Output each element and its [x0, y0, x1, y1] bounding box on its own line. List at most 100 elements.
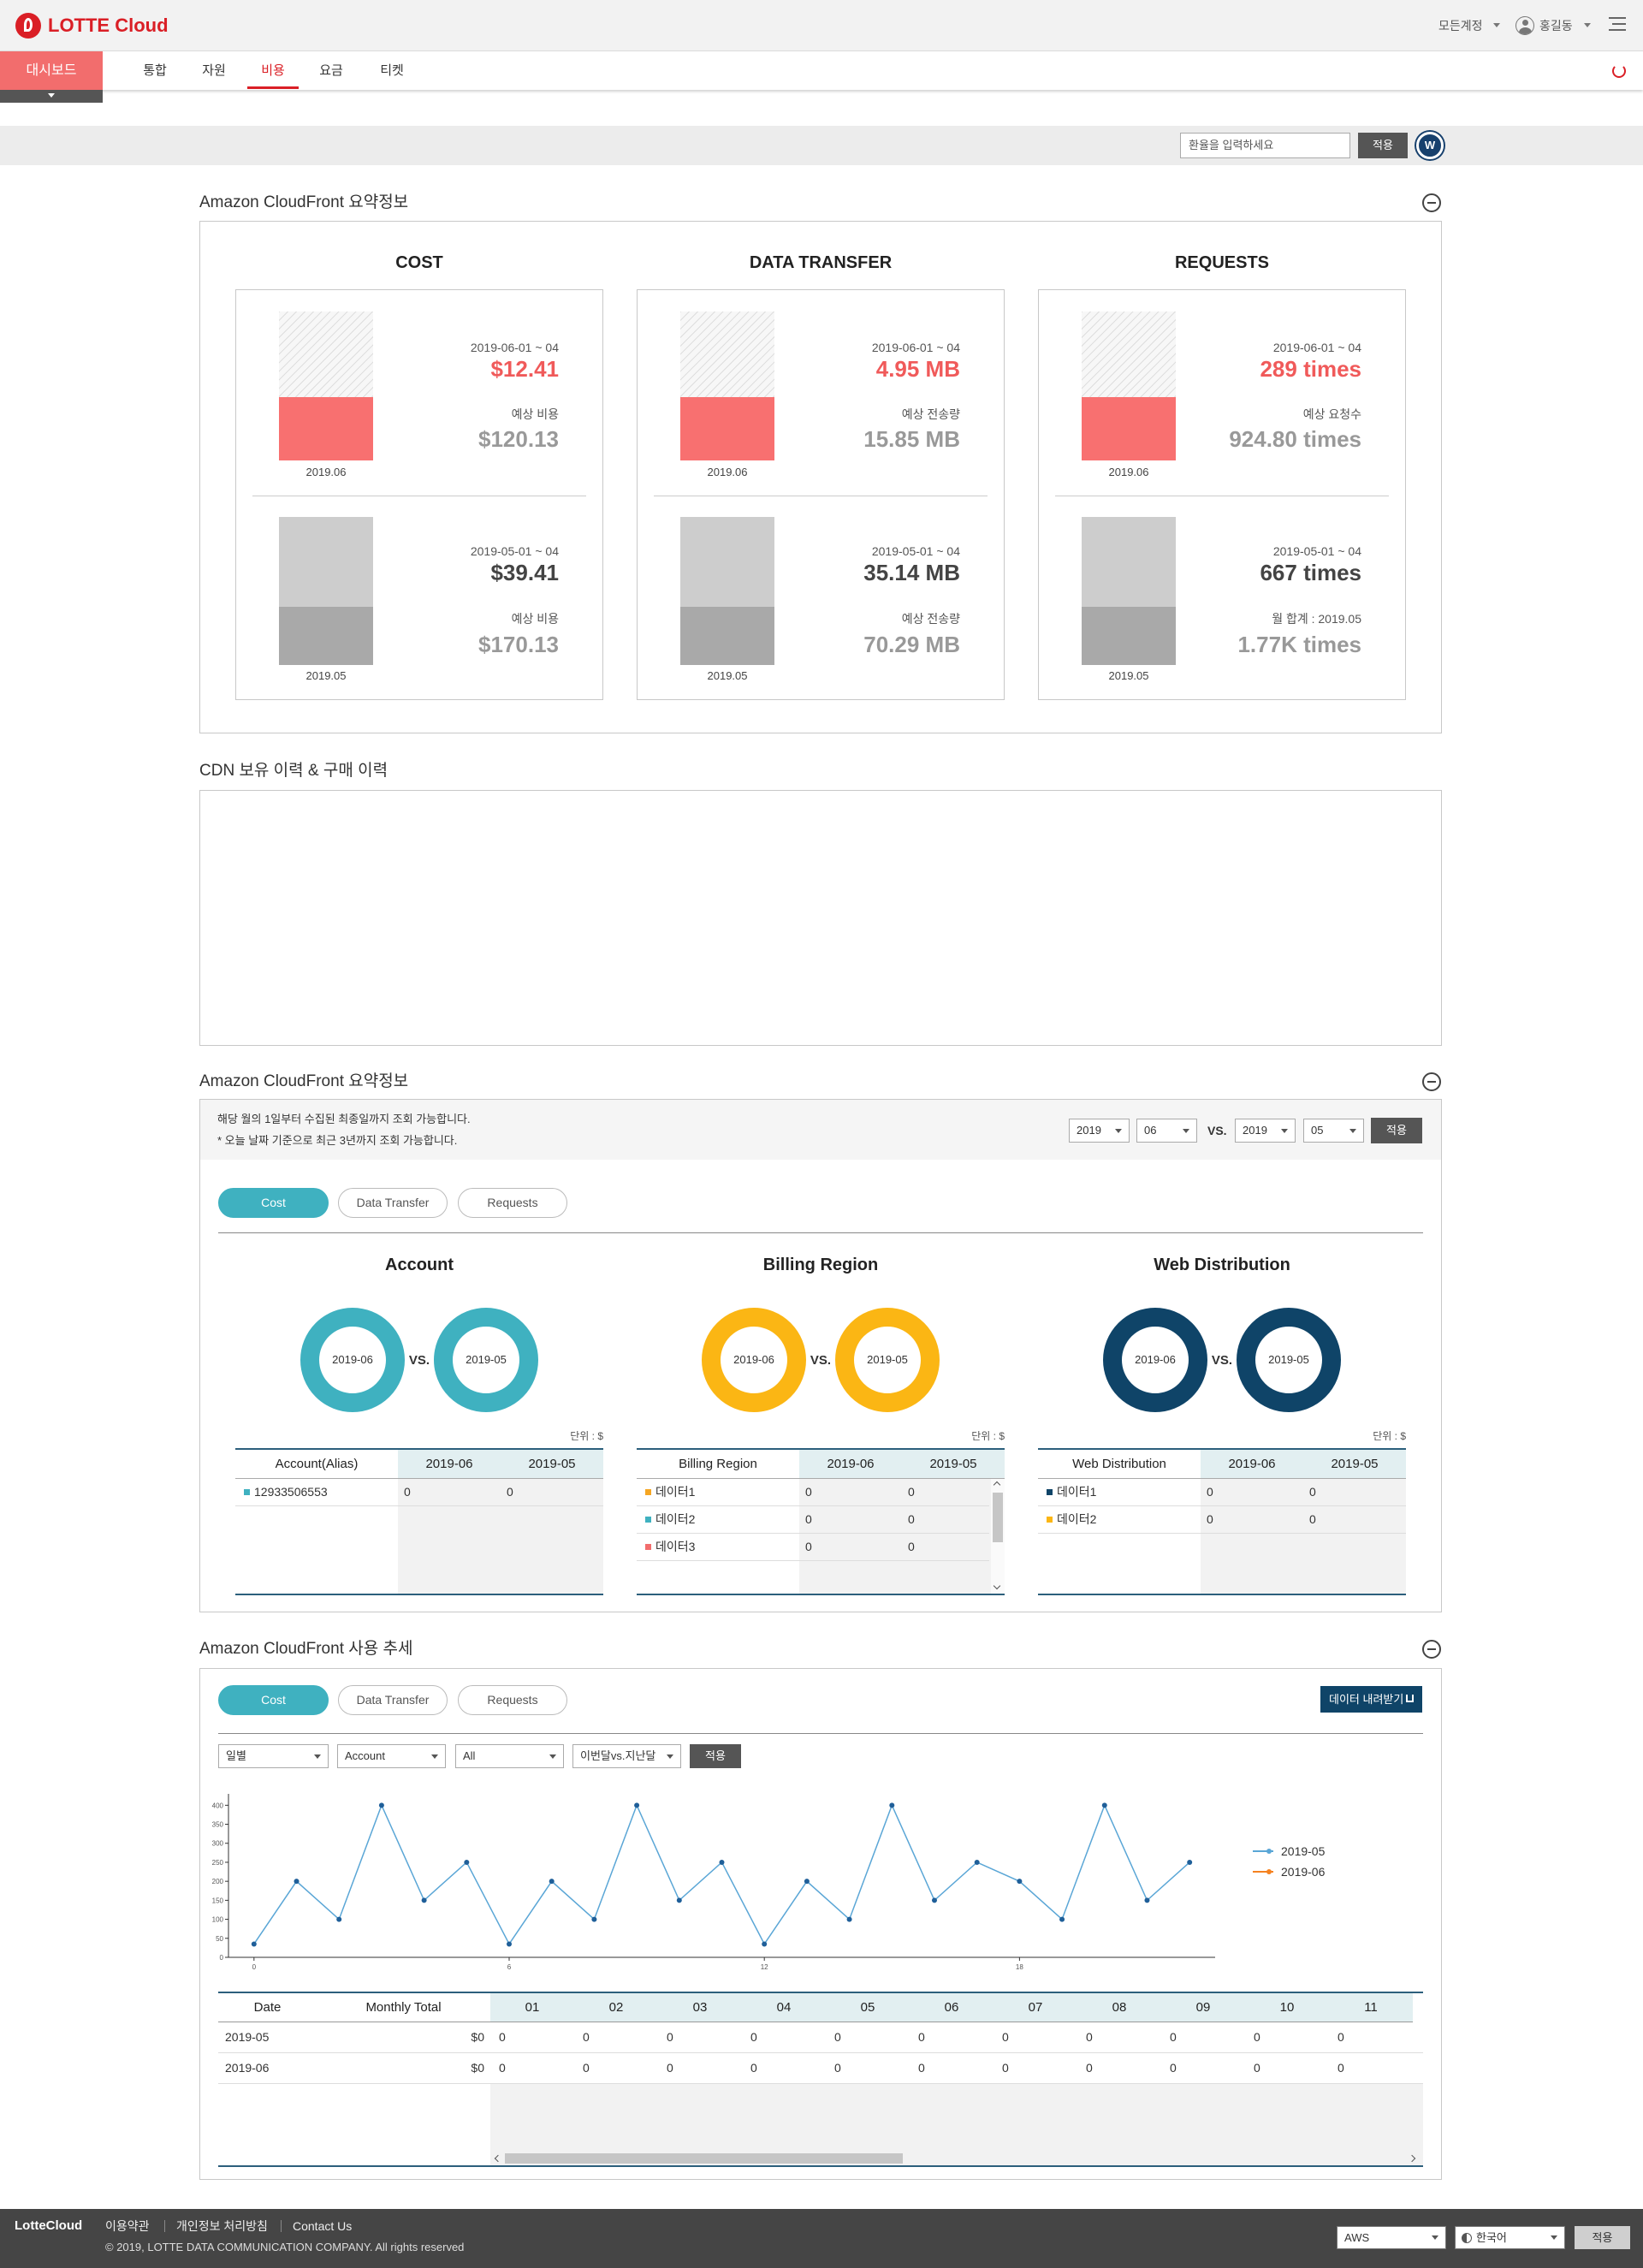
select-box[interactable]: 05 — [1303, 1119, 1364, 1143]
apply-button[interactable]: 적용 — [690, 1744, 741, 1768]
exchange-rate-input[interactable]: 환율을 입력하세요 — [1180, 133, 1350, 158]
tab-label: Requests — [487, 1693, 538, 1707]
bar-total — [1082, 517, 1176, 607]
nav-tab[interactable]: 티켓 — [380, 63, 404, 78]
column-header: Web Distribution — [1038, 1450, 1201, 1479]
select-box[interactable]: Account — [337, 1744, 446, 1768]
summary-card: 2019.06 2019.05 2019-06-01 ~ 04 $12.41 예상 비용… — [235, 289, 603, 700]
table-cell: $0 — [471, 2061, 484, 2075]
vs-label: VS. — [1211, 1353, 1233, 1368]
scrollbar[interactable] — [991, 1479, 1005, 1594]
account-select[interactable]: 모든계정 — [1438, 19, 1483, 33]
donut: 2019-05 — [1237, 1308, 1341, 1412]
select-box[interactable]: 한국어 — [1455, 2226, 1565, 2249]
table-cell: 2019-06 — [225, 2061, 270, 2075]
estimate-label: 월 합계 : 2019.05 — [1272, 612, 1361, 626]
tab-divider — [218, 1733, 1423, 1734]
bar-used — [1082, 397, 1176, 460]
nav-tab[interactable]: 자원 — [202, 63, 226, 78]
dashboard-toggle[interactable] — [0, 90, 103, 103]
select-box[interactable]: 06 — [1136, 1119, 1197, 1143]
legend-square — [244, 1489, 250, 1495]
footer-link[interactable]: 이용약관 — [105, 2219, 150, 2233]
panel-title: Account — [385, 1256, 454, 1274]
footer-link[interactable]: 개인정보 처리방침 — [176, 2219, 268, 2233]
button-label: 적용 — [1386, 1124, 1407, 1137]
column-header: 06 — [910, 1993, 994, 2022]
period: 2019-05-01 ~ 04 — [470, 544, 559, 558]
donut-label: 2019-05 — [867, 1353, 908, 1366]
collapse-button[interactable] — [1422, 1640, 1441, 1659]
column-header: 05 — [826, 1993, 910, 2022]
dashboard-label: 대시보드 — [26, 63, 77, 78]
tab-pill[interactable]: Cost — [218, 1685, 329, 1715]
tab-pill[interactable]: Cost — [218, 1188, 329, 1218]
collapse-button[interactable] — [1422, 193, 1441, 212]
bar-month: 2019.05 — [1108, 669, 1149, 682]
y-tick-label: 300 — [212, 1840, 224, 1848]
summary-table: Account(Alias) 2019-06 2019-05 12933506553 0… — [235, 1448, 603, 1595]
table-fill — [490, 2084, 1423, 2165]
x-tick-label: 0 — [252, 1963, 257, 1971]
table-cell: 0 — [805, 1540, 812, 1553]
horizontal-scrollbar[interactable] — [490, 2152, 1423, 2164]
x-tick-label: 6 — [507, 1963, 512, 1971]
data-point — [719, 1859, 725, 1865]
estimate-value: 15.85 MB — [863, 426, 960, 452]
select-box[interactable]: 2019 — [1235, 1119, 1296, 1143]
table-cell: 0 — [1170, 2061, 1177, 2075]
nav-tab[interactable]: 요금 — [319, 63, 343, 78]
scroll-thumb — [993, 1493, 1003, 1542]
trend-chart: 0 50 100 150 200 250 300 350 400 0 6 12 18 2019-05 201… — [212, 1794, 1326, 1971]
period: 2019-05-01 ~ 04 — [1272, 544, 1361, 558]
select-box[interactable]: 이번달vs.지난달 — [572, 1744, 681, 1768]
tab-pill[interactable]: Requests — [458, 1685, 567, 1715]
collapse-icon — [1427, 202, 1436, 204]
user-body — [1519, 27, 1532, 34]
data-point — [464, 1859, 470, 1865]
unit-label: 단위 : $ — [1373, 1430, 1406, 1442]
bar-used — [680, 397, 774, 460]
table-cell: 0 — [750, 2030, 757, 2044]
won-badge[interactable]: W — [1416, 132, 1444, 159]
download-button[interactable]: 데이터 내려받기 — [1320, 1686, 1422, 1713]
row-bg — [235, 1479, 398, 1505]
bar-used — [279, 397, 373, 460]
select-box[interactable]: 일별 — [218, 1744, 329, 1768]
select-box[interactable]: All — [455, 1744, 564, 1768]
footer-link[interactable]: Contact Us — [293, 2219, 353, 2233]
table-cell: 0 — [918, 2061, 925, 2075]
current-value: $12.41 — [490, 356, 559, 382]
unit-label: 단위 : $ — [971, 1430, 1005, 1442]
nav-tab[interactable]: 비용 — [261, 63, 285, 78]
dashboard-button[interactable]: 대시보드 — [0, 51, 103, 90]
table-cell: 0 — [834, 2030, 841, 2044]
column-header: 2019-05 — [902, 1450, 1005, 1479]
tab-pill[interactable]: Data Transfer — [338, 1188, 448, 1218]
menu-button[interactable] — [1609, 17, 1626, 33]
refresh-button[interactable] — [1612, 64, 1626, 78]
data-point — [251, 1941, 257, 1947]
apply-button[interactable]: 적용 — [1371, 1118, 1422, 1143]
table-cell: 0 — [834, 2061, 841, 2075]
table-cell: 0 — [667, 2061, 673, 2075]
legend-dot — [1266, 1869, 1272, 1874]
select-box[interactable]: 2019 — [1069, 1119, 1130, 1143]
tab-pill[interactable]: Data Transfer — [338, 1685, 448, 1715]
apply-button[interactable]: 적용 — [1358, 133, 1408, 158]
user-name[interactable]: 홍길동 — [1539, 19, 1573, 33]
apply-button[interactable]: 적용 — [1575, 2226, 1630, 2249]
table-cell: 데이터2 — [1057, 1512, 1097, 1526]
select-value: 일별 — [226, 1749, 246, 1762]
legend-label: 2019-05 — [1281, 1844, 1326, 1858]
nav-tab[interactable]: 통합 — [143, 63, 167, 78]
table-cell: 0 — [1338, 2030, 1344, 2044]
data-point — [889, 1802, 895, 1808]
collapse-button[interactable] — [1422, 1072, 1441, 1091]
tab-pill[interactable]: Requests — [458, 1188, 567, 1218]
summary-card: 2019.06 2019.05 2019-06-01 ~ 04 289 times 예상… — [1038, 289, 1406, 700]
select-box[interactable]: AWS — [1337, 2226, 1446, 2249]
current-value: 4.95 MB — [875, 356, 960, 382]
estimate-label: 예상 전송량 — [901, 612, 960, 626]
estimate-label: 예상 비용 — [511, 612, 559, 626]
